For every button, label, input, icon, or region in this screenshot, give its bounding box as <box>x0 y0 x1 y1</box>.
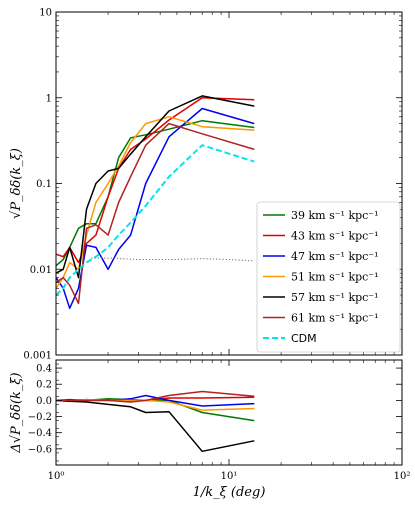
series-line-7 <box>55 144 255 296</box>
bottom-y-tick-label-5: 0.4 <box>36 364 52 375</box>
bottom-y-tick-label-1: −0.4 <box>28 428 52 439</box>
residual-line-6 <box>56 390 255 403</box>
top-y-tick-label-4: 10 <box>39 8 52 19</box>
legend-label-1: 39 km s⁻¹ kpc⁻¹ <box>291 209 379 222</box>
legend-label-4: 51 km s⁻¹ kpc⁻¹ <box>291 271 379 284</box>
top-y-axis-title: √P_δδ(k_ξ) <box>9 148 24 219</box>
bottom-y-axis-title: Δ√P_δδ(k_ξ) <box>9 372 24 453</box>
bottom-y-tick-label-2: −0.2 <box>28 412 52 423</box>
x-axis-title: 1/k_ξ (deg) <box>193 485 266 500</box>
series-line-8 <box>91 257 255 262</box>
legend-label-2: 43 km s⁻¹ kpc⁻¹ <box>291 230 379 243</box>
legend-label-3: 47 km s⁻¹ kpc⁻¹ <box>291 250 379 263</box>
series-line-5 <box>55 95 255 279</box>
legend-label-6: 61 km s⁻¹ kpc⁻¹ <box>291 312 379 325</box>
legend-label-7: CDM <box>291 332 317 345</box>
bottom-y-tick-label-3: 0.0 <box>36 396 52 407</box>
residual-line-5 <box>55 399 255 453</box>
top-y-tick-label-0: 0.001 <box>23 351 52 362</box>
bottom-plot-frame <box>55 359 403 466</box>
series-line-6 <box>55 122 255 305</box>
top-y-tick-label-1: 0.01 <box>30 265 52 276</box>
bottom-x-tick-label-1: 10¹ <box>221 471 238 482</box>
legend-label-5: 57 km s⁻¹ kpc⁻¹ <box>291 291 379 304</box>
bottom-y-tick-label-4: 0.2 <box>36 380 52 391</box>
bottom-x-tick-label-2: 10² <box>394 471 411 482</box>
top-y-tick-label-3: 1 <box>46 93 52 104</box>
top-y-tick-label-2: 0.1 <box>36 179 52 190</box>
bottom-y-tick-label-0: −0.6 <box>28 444 52 455</box>
series-line-3 <box>55 107 255 310</box>
series-line-4 <box>55 116 255 289</box>
bottom-x-tick-label-0: 10⁰ <box>48 471 65 482</box>
legend-box <box>256 201 401 353</box>
